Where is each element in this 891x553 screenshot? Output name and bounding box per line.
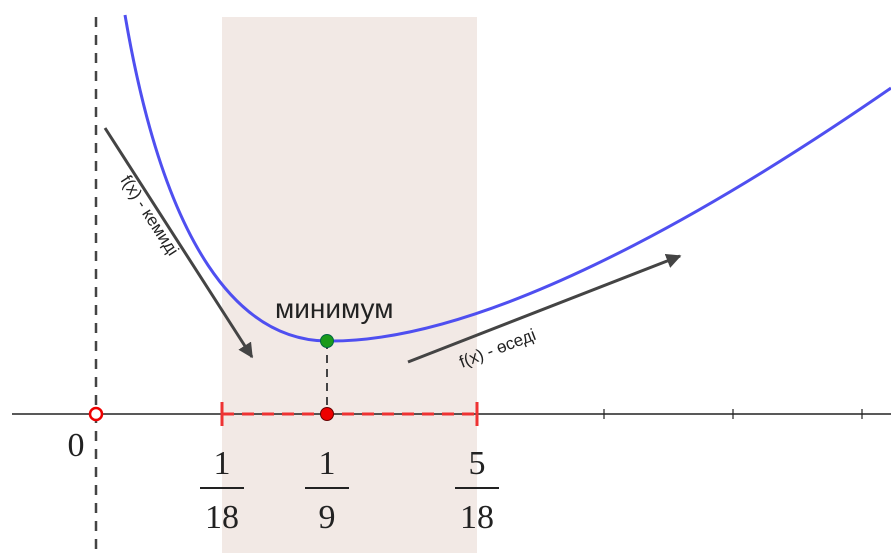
minimum-point: [320, 334, 334, 348]
fraction-denominator: 9: [319, 499, 336, 536]
fraction-labels: 1 18 1 9 5 18: [200, 445, 499, 536]
axis-ticks: [603, 409, 863, 419]
decreasing-label: f(x) - кемиді: [117, 172, 183, 259]
critical-point: [320, 407, 334, 421]
excluded-point: [88, 406, 104, 422]
fraction-numerator: 1: [319, 445, 336, 482]
interval-shade: [222, 17, 477, 553]
fraction-denominator: 18: [460, 499, 494, 536]
fraction-denominator: 18: [205, 499, 239, 536]
increase-arrow: [407, 253, 682, 364]
function-curve: [123, 14, 891, 343]
minimum-label: минимум: [275, 293, 394, 324]
decrease-arrow: [103, 127, 254, 359]
fraction-numerator: 5: [469, 445, 486, 482]
fraction-numerator: 1: [214, 445, 231, 482]
origin-label: 0: [68, 427, 85, 464]
